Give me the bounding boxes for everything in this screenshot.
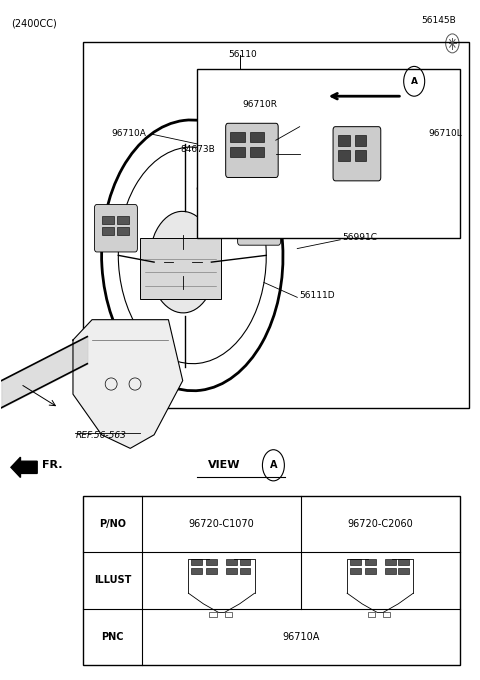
Text: ILLUST: ILLUST — [94, 575, 131, 585]
Bar — [261, 209, 273, 218]
Bar — [240, 568, 251, 574]
Text: 96710L: 96710L — [428, 129, 462, 138]
Bar — [368, 611, 375, 617]
Bar — [117, 227, 129, 235]
Bar — [350, 568, 361, 574]
Text: FR.: FR. — [42, 460, 62, 471]
Bar — [365, 568, 376, 574]
Bar — [230, 132, 245, 142]
Bar — [102, 216, 114, 224]
Text: 96710R: 96710R — [242, 99, 277, 109]
Bar — [230, 147, 245, 157]
FancyBboxPatch shape — [95, 205, 137, 252]
Text: 96710A: 96710A — [282, 632, 320, 642]
Bar — [206, 559, 217, 566]
Bar — [209, 611, 216, 617]
Bar — [250, 132, 264, 142]
Bar — [197, 69, 459, 239]
Bar — [225, 611, 232, 617]
Bar — [226, 559, 237, 566]
Text: A: A — [411, 77, 418, 86]
Text: 56110: 56110 — [228, 50, 257, 59]
Bar — [383, 611, 390, 617]
FancyBboxPatch shape — [226, 123, 278, 177]
FancyBboxPatch shape — [333, 126, 381, 181]
Bar — [398, 568, 409, 574]
Bar — [385, 559, 396, 566]
Bar — [192, 568, 202, 574]
Bar — [250, 147, 264, 157]
Bar — [83, 42, 469, 408]
Bar — [102, 227, 114, 235]
Text: (2400CC): (2400CC) — [11, 18, 57, 29]
Text: A: A — [270, 460, 277, 471]
Bar — [355, 135, 366, 146]
Bar — [245, 209, 257, 218]
Bar — [398, 559, 409, 566]
Bar — [365, 559, 376, 566]
Bar — [226, 568, 237, 574]
FancyArrow shape — [11, 457, 37, 477]
Bar — [206, 568, 217, 574]
Text: 96720-C2060: 96720-C2060 — [348, 519, 413, 529]
Bar — [117, 216, 129, 224]
Bar — [192, 559, 202, 566]
FancyBboxPatch shape — [238, 198, 281, 245]
Bar — [261, 220, 273, 228]
Text: 56145B: 56145B — [421, 16, 456, 25]
Bar — [245, 220, 257, 228]
Text: 56991C: 56991C — [343, 233, 378, 241]
Text: 96720-C1070: 96720-C1070 — [189, 519, 254, 529]
Polygon shape — [73, 320, 183, 448]
Text: 96710A: 96710A — [111, 129, 146, 138]
Bar — [338, 135, 350, 146]
Bar — [350, 559, 361, 566]
Bar — [83, 496, 459, 665]
Bar — [385, 568, 396, 574]
Ellipse shape — [149, 211, 216, 313]
Text: P/NO: P/NO — [99, 519, 126, 529]
Bar — [140, 239, 221, 299]
Text: 84673B: 84673B — [180, 145, 215, 154]
Bar — [240, 559, 251, 566]
Text: 56111D: 56111D — [300, 292, 335, 301]
Text: VIEW: VIEW — [207, 460, 240, 471]
Text: PNC: PNC — [101, 632, 123, 642]
Bar — [338, 150, 350, 160]
Text: REF.56-563: REF.56-563 — [75, 431, 126, 441]
Bar — [355, 150, 366, 160]
